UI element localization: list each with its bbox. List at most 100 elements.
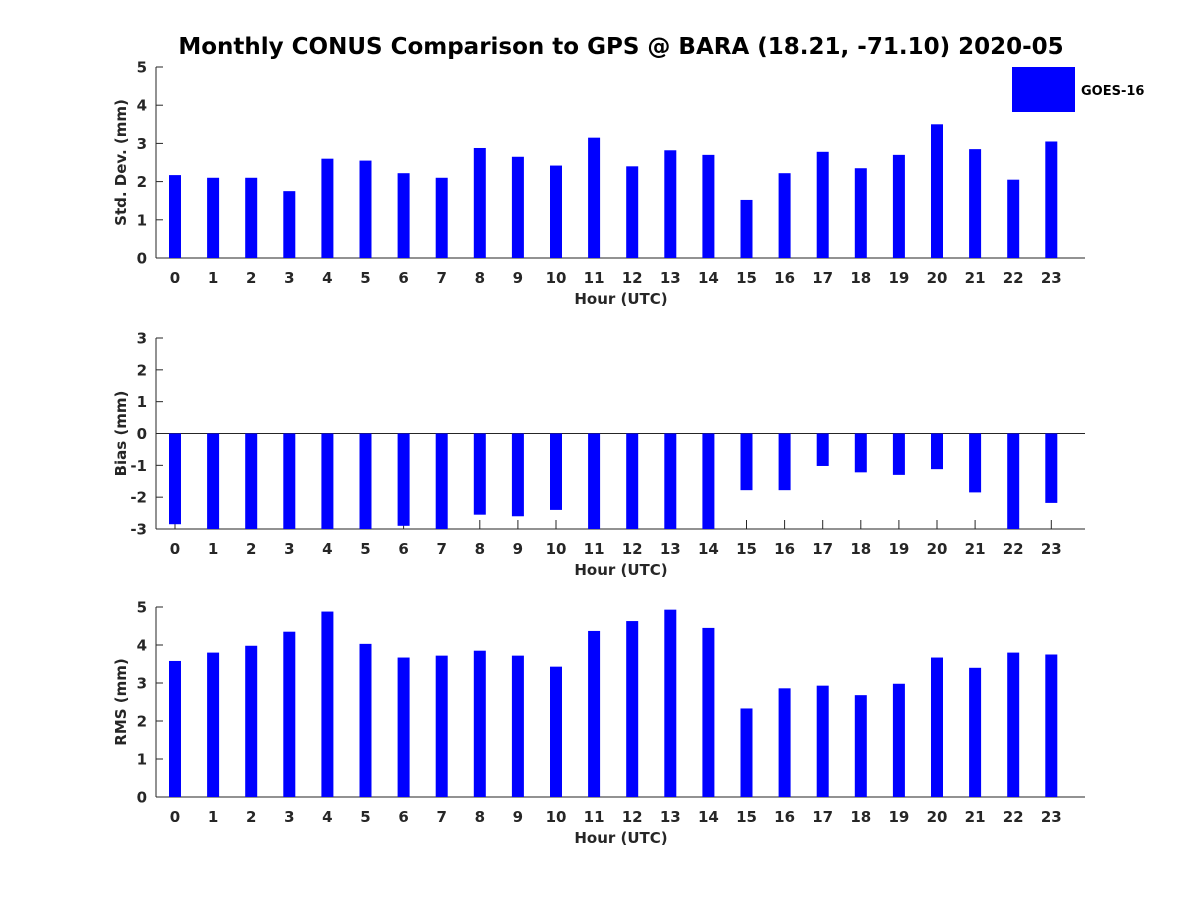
bar-rms-hour-13 (664, 609, 677, 797)
bar-bias-hour-17 (816, 433, 829, 466)
x-tick-label: 10 (546, 808, 567, 826)
bar-rms-hour-9 (511, 655, 524, 797)
y-tick-label: -2 (130, 489, 147, 507)
x-tick-label: 6 (398, 269, 408, 287)
bar-std-dev-hour-0 (169, 175, 181, 258)
bar-std-dev-hour-1 (207, 177, 220, 258)
bar-std-dev-hour-20 (931, 124, 943, 258)
bar-std-dev-hour-6 (397, 173, 410, 258)
x-tick-label: 1 (208, 269, 218, 287)
bar-bias-hour-18 (854, 433, 867, 473)
bar-rms-hour-21 (969, 667, 982, 797)
x-tick-label: 22 (1003, 540, 1024, 558)
bar-std-dev-hour-13 (664, 150, 677, 258)
x-tick-label: 18 (850, 808, 871, 826)
bar-rms-hour-11 (588, 630, 601, 797)
bar-rms-hour-17 (816, 685, 829, 797)
bar-bias-hour-20 (931, 433, 943, 470)
x-tick-label: 1 (208, 808, 218, 826)
bar-rms-hour-19 (892, 683, 905, 797)
bar-std-dev-hour-4 (321, 158, 334, 258)
bar-bias-hour-4 (321, 433, 334, 529)
x-tick-label: 0 (170, 269, 180, 287)
bar-rms-hour-14 (702, 627, 715, 797)
bar-rms-hour-3 (283, 631, 296, 797)
x-tick-label: 10 (546, 540, 567, 558)
x-tick-label: 3 (284, 540, 294, 558)
x-tick-label: 12 (622, 269, 643, 287)
x-tick-label: 2 (246, 269, 256, 287)
bar-bias-hour-22 (1007, 433, 1020, 529)
bar-std-dev-hour-8 (473, 147, 486, 258)
bar-rms-hour-22 (1007, 652, 1020, 797)
y-tick-label: -1 (130, 457, 147, 475)
bar-std-dev-hour-2 (245, 177, 258, 258)
x-tick-label: 23 (1041, 540, 1062, 558)
x-tick-label: 11 (584, 269, 605, 287)
y-axis-label: RMS (mm) (112, 658, 130, 745)
x-tick-label: 15 (736, 269, 757, 287)
bar-rms-hour-0 (169, 660, 181, 797)
y-axis-label: Std. Dev. (mm) (112, 99, 130, 226)
x-tick-label: 13 (660, 540, 681, 558)
x-tick-label: 17 (812, 269, 833, 287)
bar-std-dev-hour-21 (969, 149, 982, 258)
x-axis-label: Hour (UTC) (574, 829, 667, 847)
x-tick-label: 20 (927, 808, 948, 826)
legend: GOES-16 (1012, 67, 1144, 112)
x-tick-label: 9 (513, 269, 523, 287)
x-tick-label: 8 (475, 808, 485, 826)
x-tick-label: 18 (850, 540, 871, 558)
x-tick-label: 15 (736, 540, 757, 558)
x-tick-label: 14 (698, 540, 719, 558)
y-tick-label: 4 (137, 637, 147, 655)
x-tick-label: 2 (246, 808, 256, 826)
bar-bias-hour-12 (626, 433, 639, 529)
x-tick-label: 12 (622, 540, 643, 558)
bar-bias-hour-14 (702, 433, 715, 529)
x-tick-label: 4 (322, 269, 332, 287)
bar-rms-hour-12 (626, 621, 639, 797)
x-tick-label: 6 (398, 540, 408, 558)
x-tick-label: 16 (774, 269, 795, 287)
x-tick-label: 20 (927, 540, 948, 558)
x-tick-label: 0 (170, 808, 180, 826)
bar-std-dev-hour-17 (816, 151, 829, 258)
bar-std-dev-hour-22 (1007, 179, 1020, 258)
x-tick-label: 18 (850, 269, 871, 287)
x-tick-label: 14 (698, 808, 719, 826)
bar-bias-hour-0 (169, 433, 181, 525)
bar-bias-hour-6 (397, 433, 410, 526)
y-tick-label: -3 (130, 521, 147, 539)
bar-rms-hour-4 (321, 611, 334, 797)
bar-bias-hour-3 (283, 433, 296, 529)
y-tick-label: 2 (137, 361, 147, 379)
y-tick-label: 0 (137, 789, 147, 807)
bar-std-dev-hour-14 (702, 154, 715, 258)
x-axis-label: Hour (UTC) (574, 290, 667, 308)
bar-std-dev-hour-7 (435, 177, 448, 258)
x-tick-label: 19 (888, 808, 909, 826)
chart-title: Monthly CONUS Comparison to GPS @ BARA (… (178, 34, 1063, 60)
x-tick-label: 2 (246, 540, 256, 558)
bar-rms-hour-5 (359, 643, 372, 797)
x-tick-label: 21 (965, 540, 986, 558)
x-tick-label: 4 (322, 540, 332, 558)
x-tick-label: 14 (698, 269, 719, 287)
bar-rms-hour-16 (778, 688, 791, 797)
y-tick-label: 1 (137, 393, 147, 411)
bar-rms-hour-7 (435, 655, 448, 797)
bar-rms-hour-2 (245, 645, 258, 797)
y-tick-label: 0 (137, 250, 147, 268)
bar-std-dev-hour-3 (283, 191, 296, 258)
x-tick-label: 22 (1003, 269, 1024, 287)
x-tick-label: 6 (398, 808, 408, 826)
x-tick-label: 21 (965, 808, 986, 826)
x-tick-label: 21 (965, 269, 986, 287)
bar-bias-hour-23 (1045, 433, 1058, 503)
x-tick-label: 7 (436, 540, 446, 558)
x-tick-label: 11 (584, 808, 605, 826)
bar-rms-hour-23 (1045, 654, 1058, 797)
